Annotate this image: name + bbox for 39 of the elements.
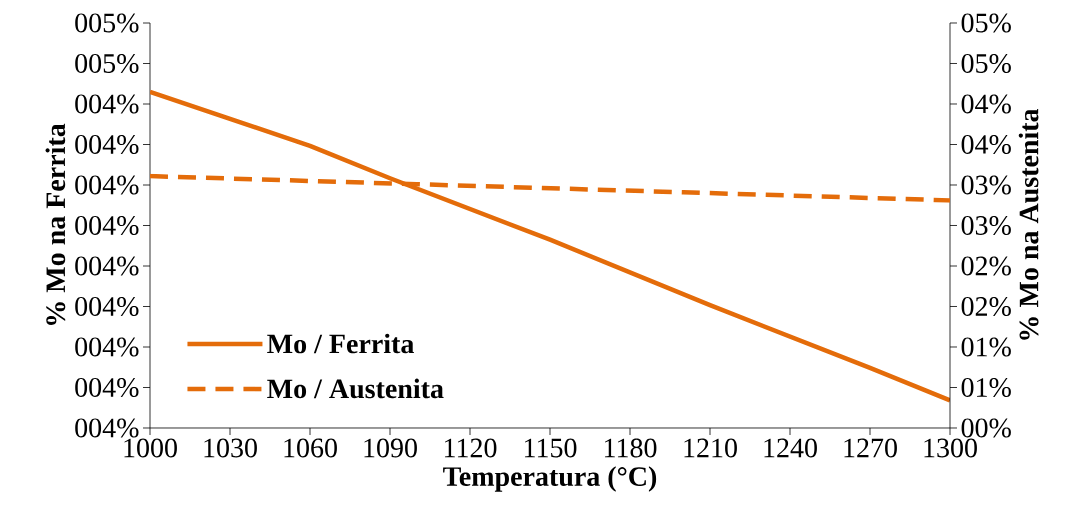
y2-tick-label: 04% (961, 135, 1011, 154)
y2-tick-label: 03% (961, 175, 1011, 195)
y2-tick-label: 01% (961, 337, 1011, 357)
legend-label: Mo / Austenita (267, 378, 444, 399)
x-tick-label: 1030 (204, 438, 257, 458)
y2-tick-label: 02% (961, 297, 1011, 316)
y-tick-label: 004% (75, 216, 139, 236)
y-tick-label: 004% (75, 256, 139, 276)
y2-tick-label: 05% (961, 13, 1011, 33)
y2-tick-label: 02% (961, 256, 1011, 276)
y-tick-label: 004% (75, 297, 139, 317)
x-tick-label: 1270 (844, 438, 897, 458)
y-tick-label: 005% (75, 54, 139, 74)
x-tick-label: 1240 (764, 438, 817, 458)
y2-tick-label: 01% (961, 378, 1011, 397)
x-tick-label: 1120 (444, 438, 497, 458)
y-tick-label: 005% (75, 13, 139, 33)
x-tick-label: 1180 (604, 438, 657, 458)
y2-tick-label: 04% (961, 94, 1011, 114)
y-tick-label: 004% (75, 418, 139, 438)
x-tick-label: 1150 (524, 438, 577, 458)
x-axis-title: Temperatura (°C) (443, 466, 657, 492)
x-tick-label: 1060 (284, 438, 337, 458)
x-tick-label: 1090 (364, 438, 417, 458)
line-series (150, 89, 951, 403)
y2-tick-label: 00% (961, 418, 1011, 438)
x-tick-label: 1000 (124, 438, 177, 458)
y2-tick-label: 05% (961, 54, 1011, 73)
x-tick-label: 1300 (924, 438, 977, 458)
y-tick-label: 004% (75, 378, 139, 397)
y-tick-label: 004% (75, 94, 139, 114)
x-tick-label: 1210 (684, 438, 737, 458)
y-tick-label: 004% (75, 175, 139, 195)
y-axis-title: % Mo na Ferrita (45, 123, 66, 325)
y2-axis-title: % Mo na Austenita (1018, 108, 1039, 340)
y2-tick-label: 03% (961, 216, 1011, 235)
y-tick-label: 004% (75, 337, 139, 357)
legend-label: Mo / Ferrita (267, 333, 414, 354)
y-tick-label: 004% (75, 135, 139, 155)
